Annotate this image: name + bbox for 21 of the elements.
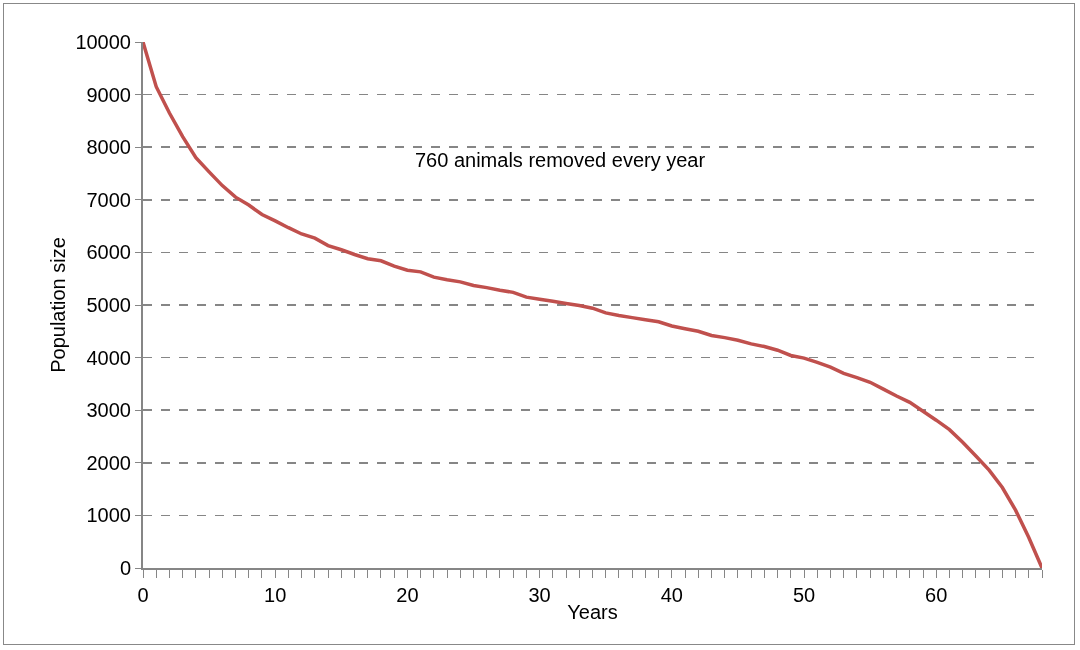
y-tick-label: 8000 [86, 136, 131, 159]
x-tick-label: 30 [528, 584, 551, 606]
x-tick-label: 60 [925, 584, 948, 606]
x-tick-label: 20 [396, 584, 419, 606]
y-axis-title: Population size [47, 237, 70, 373]
y-tick-label: 2000 [86, 451, 131, 474]
annotation: 760 animals removed every year [415, 149, 706, 171]
x-tick-label: 10 [264, 584, 287, 606]
x-tick-label: 0 [137, 584, 149, 606]
y-tick-label: 3000 [86, 399, 131, 422]
y-tick-label: 10000 [75, 31, 131, 53]
y-tick-label: 0 [119, 557, 131, 579]
x-axis-title: Years [567, 601, 618, 623]
y-tick-label: 1000 [86, 504, 131, 527]
y-tick-label: 7000 [86, 188, 131, 211]
y-tick-label: 6000 [86, 241, 131, 264]
x-tick-label: 40 [660, 584, 683, 606]
y-tick-label: 9000 [86, 83, 131, 106]
x-tick-label: 50 [792, 584, 816, 606]
y-tick-label: 4000 [86, 346, 131, 369]
y-tick-label: 5000 [86, 294, 131, 316]
